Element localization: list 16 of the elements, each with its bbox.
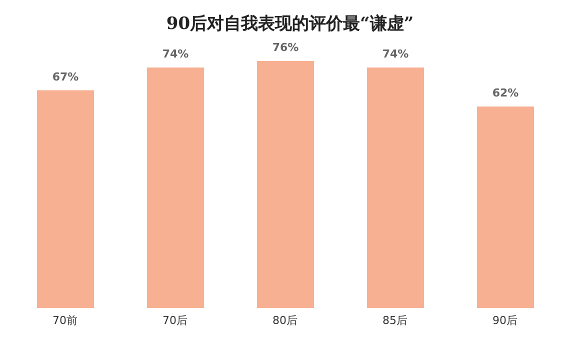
data-label: 74% (162, 48, 189, 60)
bar (367, 68, 424, 308)
data-label: 67% (52, 70, 79, 84)
x-tick-label: 70前 (52, 314, 78, 327)
x-tick-label: 70后 (162, 314, 188, 327)
bar (37, 90, 94, 308)
bar (147, 68, 204, 308)
data-label: 74% (382, 48, 409, 60)
data-label: 76% (272, 41, 299, 54)
chart-title: 90后对自我表现的评价最“谦虚” (165, 13, 415, 35)
x-tick-label: 80后 (272, 314, 298, 327)
x-tick-label: 90后 (492, 314, 518, 327)
data-label: 62% (492, 86, 519, 100)
bar (477, 106, 534, 308)
x-tick-label: 85后 (382, 314, 408, 327)
bar (257, 61, 314, 308)
